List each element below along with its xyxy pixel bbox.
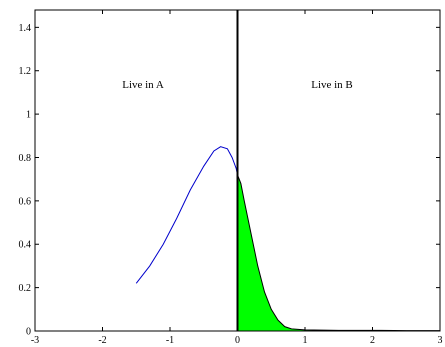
y-tick-label: 0.6 bbox=[19, 196, 32, 207]
annotation-label: Live in B bbox=[311, 79, 353, 91]
y-tick-label: 0 bbox=[26, 327, 31, 338]
x-tick-label: 2 bbox=[370, 335, 375, 346]
x-tick-label: 0 bbox=[235, 335, 240, 346]
annotation-label: Live in A bbox=[122, 79, 164, 91]
y-tick-label: 0.2 bbox=[19, 283, 32, 294]
y-tick-label: 0.4 bbox=[19, 240, 32, 251]
y-tick-label: 1 bbox=[26, 110, 31, 121]
x-tick-label: 3 bbox=[438, 335, 443, 346]
y-tick-label: 1.2 bbox=[19, 66, 32, 77]
x-tick-label: -2 bbox=[98, 335, 106, 346]
x-tick-label: -1 bbox=[166, 335, 174, 346]
y-tick-label: 1.4 bbox=[19, 23, 32, 34]
x-tick-label: -3 bbox=[31, 335, 39, 346]
x-tick-label: 1 bbox=[303, 335, 308, 346]
y-tick-label: 0.8 bbox=[19, 153, 32, 164]
